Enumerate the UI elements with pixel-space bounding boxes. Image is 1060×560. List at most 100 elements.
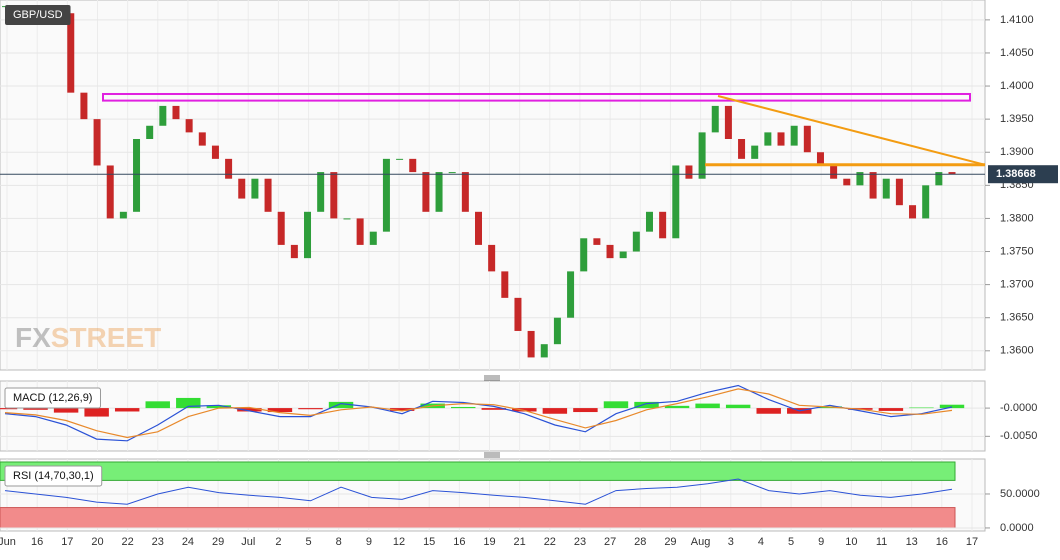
x-tick-label: 2 [275, 536, 281, 548]
panel-title-box [4, 465, 103, 487]
candle [133, 138, 141, 212]
watermark: FXSTREET [15, 322, 161, 353]
candle [67, 13, 75, 93]
macd-panel [0, 380, 986, 452]
candle [751, 145, 759, 159]
candle [409, 158, 417, 173]
drag-handle[interactable] [484, 452, 500, 458]
x-tick-label: 13 [906, 536, 918, 548]
candle [422, 172, 430, 212]
y-tick-label: 1.4000 [1000, 80, 1034, 92]
candle [645, 211, 653, 232]
x-tick-label: 8 [336, 536, 342, 548]
candle [369, 231, 377, 245]
x-tick-label: 15 [423, 536, 435, 548]
candle [119, 211, 127, 219]
x-tick-label: 29 [664, 536, 676, 548]
candle [475, 211, 482, 245]
x-tick-label: 29 [212, 536, 224, 548]
x-tick-label: 22 [544, 536, 556, 548]
last-price-box [988, 165, 1058, 184]
candle [435, 172, 443, 212]
histogram-bar [206, 405, 232, 409]
x-tick-label: 3 [728, 536, 734, 548]
candle [764, 132, 772, 146]
histogram-bar [114, 408, 140, 412]
x-tick-label: 16 [936, 536, 948, 548]
resistance-zone [102, 92, 971, 102]
candle [225, 158, 233, 179]
candle [698, 132, 706, 179]
trendline [717, 95, 986, 166]
overbought-zone [0, 461, 956, 481]
drag-handle[interactable] [484, 375, 500, 381]
histogram-bar [145, 401, 170, 409]
candle [606, 244, 614, 259]
oversold-zone [0, 507, 956, 529]
histogram-bar [84, 408, 109, 417]
candle [567, 271, 575, 318]
candle [869, 172, 877, 199]
candle [540, 344, 548, 358]
candle [922, 185, 930, 219]
histogram-bar [389, 408, 415, 411]
macd-line [4, 388, 953, 439]
histogram-bar [267, 408, 293, 413]
candle [514, 297, 522, 331]
y-tick-label: 0.0000 [1000, 522, 1034, 534]
histogram-bar [756, 408, 781, 414]
histogram-bar [634, 401, 659, 409]
panel-title: MACD (12,26,9) [13, 392, 92, 404]
x-tick-label: 19 [483, 536, 495, 548]
candle [382, 158, 390, 232]
candle [935, 172, 943, 186]
y-tick-label: 1.3800 [1000, 212, 1034, 224]
panel-title: RSI (14,70,30,1) [13, 470, 94, 482]
histogram-bar [0, 408, 18, 410]
candle [277, 211, 285, 245]
candle [856, 172, 864, 186]
candle [738, 138, 746, 159]
candle [553, 317, 561, 345]
histogram-bar [573, 408, 598, 413]
x-tick-label: 21 [514, 536, 526, 548]
candle [198, 132, 206, 146]
candle [356, 218, 364, 245]
candle [895, 178, 903, 206]
candle [211, 145, 219, 159]
candle [304, 211, 312, 259]
candle [264, 178, 272, 212]
candle [777, 132, 785, 146]
candle [659, 211, 667, 239]
candle [830, 165, 838, 179]
candle [527, 330, 535, 358]
candle [396, 158, 404, 160]
histogram-bar [53, 408, 79, 413]
y-tick-label: 1.3650 [1000, 312, 1034, 324]
watermark-part: FX [15, 322, 51, 353]
candle [80, 92, 88, 120]
histogram-bar [878, 408, 904, 411]
candle [711, 105, 719, 133]
histogram-bar [451, 406, 476, 409]
x-tick-label: 10 [845, 536, 857, 548]
candle [317, 172, 325, 212]
candle [330, 172, 338, 219]
candle [619, 251, 627, 259]
histogram-bar [298, 408, 323, 410]
x-tick-label: Jul [241, 536, 255, 548]
x-tick-label: Aug [691, 536, 711, 548]
histogram-bar [542, 408, 568, 414]
candle [843, 178, 851, 186]
x-tick-label: 9 [818, 536, 824, 548]
candle [238, 178, 246, 199]
y-tick-label: 1.3600 [1000, 345, 1034, 357]
candle [632, 231, 640, 252]
histogram-bar [481, 408, 506, 410]
histogram-bar [176, 397, 201, 409]
candle [580, 238, 588, 272]
y-tick-label: 1.3750 [1000, 245, 1034, 257]
candle [93, 119, 101, 166]
histogram-bar [23, 408, 48, 410]
